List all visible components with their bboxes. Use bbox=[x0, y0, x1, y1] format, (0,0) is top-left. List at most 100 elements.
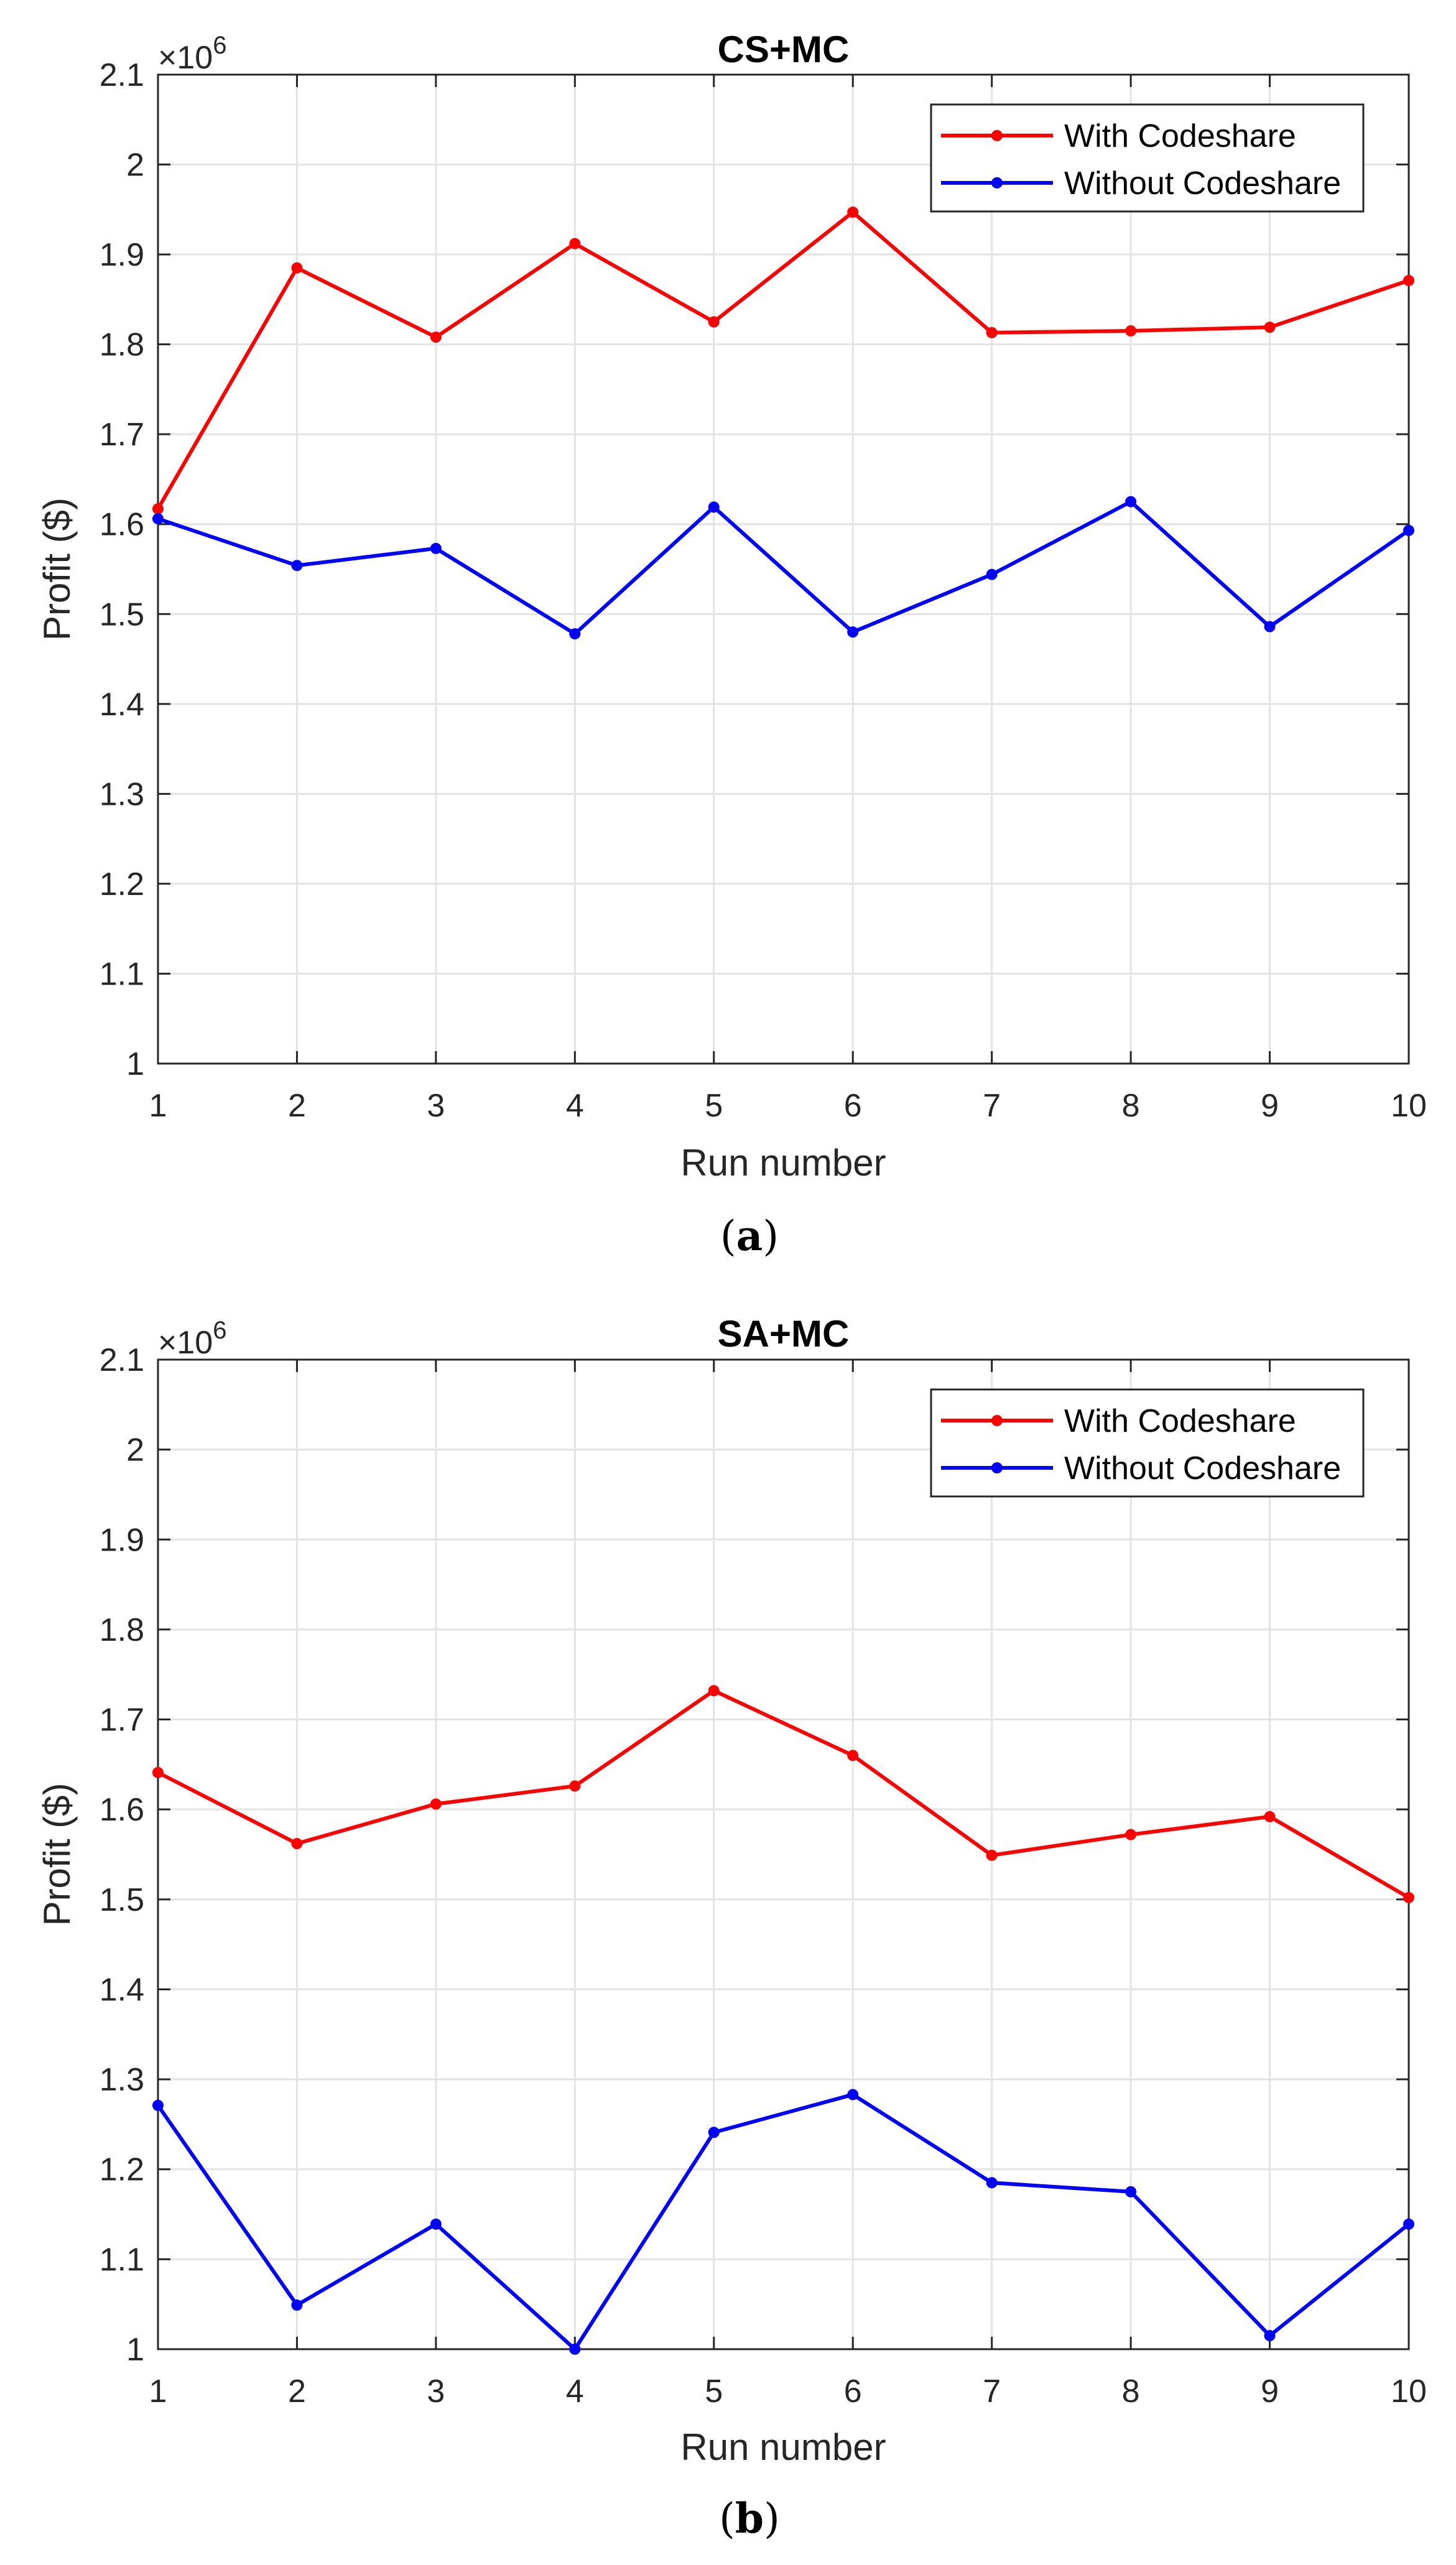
plot-area-frame bbox=[157, 73, 1410, 1065]
data-point bbox=[986, 568, 998, 580]
data-point bbox=[1403, 275, 1414, 287]
legend: With Codeshare Without Codeshare bbox=[930, 103, 1365, 213]
data-point bbox=[847, 206, 859, 218]
data-point bbox=[291, 1838, 303, 1850]
data-point bbox=[430, 1798, 442, 1810]
data-point bbox=[708, 501, 720, 513]
series-line bbox=[156, 210, 1409, 510]
x-tick-label: 9 bbox=[1261, 1088, 1279, 1124]
data-point bbox=[986, 2177, 998, 2189]
y-tick-label: 1 bbox=[126, 2332, 144, 2368]
data-point bbox=[1264, 322, 1276, 333]
x-tick-label: 9 bbox=[1261, 2373, 1279, 2410]
y-tick-label: 1 bbox=[126, 1046, 144, 1082]
x-tick-label: 3 bbox=[427, 1088, 445, 1124]
data-point bbox=[152, 1766, 164, 1778]
data-point bbox=[1403, 1891, 1414, 1903]
y-tick-label: 1.2 bbox=[100, 2152, 144, 2188]
data-point bbox=[152, 503, 164, 515]
y-tick-label: 1.9 bbox=[100, 237, 144, 273]
series-line bbox=[156, 2092, 1410, 2352]
y-tick-label: 1.8 bbox=[100, 1612, 144, 1648]
legend-entry: Without Codeshare bbox=[1064, 1450, 1341, 1487]
x-axis-label: Run number bbox=[680, 1142, 886, 1184]
y-tick-label: 1.6 bbox=[100, 507, 144, 543]
y-tick-label: 1.3 bbox=[100, 776, 144, 812]
x-tick-label: 8 bbox=[1122, 1088, 1140, 1124]
y-tick-label: 1.9 bbox=[100, 1522, 144, 1558]
x-tick-label: 1 bbox=[149, 1088, 167, 1124]
data-point bbox=[708, 1685, 720, 1697]
chart-panel-2: 1 2 3 4 5 6 7 8 9 10 1 1.1 1.2 1.3 1.4 1.5 1.6 1.7 1.8 1.9 2… bbox=[36, 1313, 1427, 2543]
data-point bbox=[1125, 1829, 1137, 1840]
figure-caption: (a) bbox=[720, 1212, 779, 1260]
figure-caption: (b) bbox=[719, 2494, 780, 2543]
legend-swatch-marker bbox=[991, 130, 1003, 141]
legend-box bbox=[930, 103, 1365, 213]
data-point bbox=[1125, 2186, 1137, 2197]
chart-panel-1: 1 2 3 4 5 6 7 8 9 10 1 1.1 1.2 1.3 1.4 1.5 1.6 1.7 1.8 1.9 2… bbox=[36, 29, 1427, 1260]
chart-title: CS+MC bbox=[718, 29, 850, 70]
x-tick-label: 3 bbox=[427, 2373, 445, 2410]
x-tick-label: 4 bbox=[566, 1088, 584, 1124]
x-tick-label: 6 bbox=[844, 2373, 862, 2410]
data-point bbox=[152, 513, 164, 525]
plot-area-frame bbox=[157, 1358, 1410, 2350]
legend-entry: Without Codeshare bbox=[1064, 165, 1341, 202]
y-axis-label: Profit ($) bbox=[36, 498, 78, 641]
data-point bbox=[1264, 1811, 1276, 1822]
legend-swatch-marker bbox=[991, 1415, 1003, 1426]
data-point bbox=[847, 1750, 859, 1761]
y-tick-label: 2.1 bbox=[100, 1342, 144, 1378]
data-point bbox=[569, 628, 581, 640]
x-tick-label: 1 bbox=[149, 2373, 167, 2410]
x-tick-label: 5 bbox=[705, 1088, 723, 1124]
data-point bbox=[847, 2089, 859, 2100]
x-tick-label: 10 bbox=[1391, 1088, 1427, 1124]
x-tick-label: 2 bbox=[288, 2373, 306, 2410]
y-tick-label: 1.4 bbox=[100, 1972, 144, 2008]
data-point bbox=[1125, 325, 1137, 336]
data-point bbox=[430, 2218, 442, 2230]
data-point bbox=[291, 262, 303, 274]
x-tick-label: 6 bbox=[844, 1088, 862, 1124]
y-tick-label: 1.5 bbox=[100, 596, 144, 633]
y-tick-label: 1.2 bbox=[100, 866, 144, 902]
data-point bbox=[1264, 2330, 1276, 2342]
data-point bbox=[1264, 621, 1276, 633]
legend-box bbox=[930, 1388, 1365, 1498]
x-tick-label: 7 bbox=[983, 1088, 1001, 1124]
series-line bbox=[157, 1688, 1410, 1899]
data-point bbox=[1403, 2218, 1414, 2230]
y-tick-label: 1.5 bbox=[100, 1882, 144, 1918]
y-tick-label: 1.7 bbox=[100, 417, 144, 453]
data-point bbox=[986, 1849, 998, 1861]
x-tick-label: 8 bbox=[1122, 2373, 1140, 2410]
y-axis-multiplier: ×106 bbox=[158, 32, 226, 76]
y-tick-label: 1.8 bbox=[100, 327, 144, 363]
data-point bbox=[291, 2299, 303, 2311]
x-tick-label: 2 bbox=[288, 1088, 306, 1124]
series-2 bbox=[152, 2089, 1414, 2355]
data-point bbox=[569, 238, 581, 249]
x-axis-label: Run number bbox=[680, 2426, 886, 2468]
data-point bbox=[708, 2127, 720, 2138]
series-1 bbox=[152, 206, 1414, 515]
y-tick-label: 1.4 bbox=[100, 687, 144, 723]
data-point bbox=[152, 2100, 164, 2112]
data-point bbox=[291, 560, 303, 572]
y-axis-label: Profit ($) bbox=[36, 1783, 78, 1926]
y-tick-label: 1.7 bbox=[100, 1702, 144, 1738]
data-point bbox=[847, 626, 859, 638]
y-tick-label: 1.3 bbox=[100, 2062, 144, 2098]
series-1 bbox=[152, 1685, 1414, 1903]
y-axis-multiplier: ×106 bbox=[158, 1317, 226, 1361]
data-point bbox=[430, 542, 442, 554]
data-point bbox=[569, 1780, 581, 1792]
data-point bbox=[569, 2344, 581, 2355]
legend-swatch-marker bbox=[991, 177, 1003, 188]
legend: With Codeshare Without Codeshare bbox=[930, 1388, 1365, 1498]
y-tick-label: 1.6 bbox=[100, 1792, 144, 1828]
legend-swatch-marker bbox=[991, 1462, 1003, 1473]
